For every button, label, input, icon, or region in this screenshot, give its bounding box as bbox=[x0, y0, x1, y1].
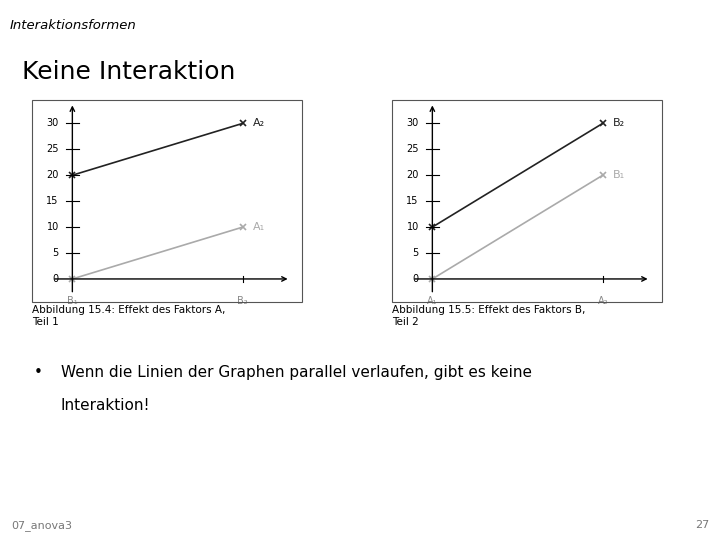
Text: A₁: A₁ bbox=[427, 295, 438, 306]
Text: B₁: B₁ bbox=[67, 295, 78, 306]
Text: Interaktionsformen: Interaktionsformen bbox=[9, 19, 136, 32]
Text: A₂: A₂ bbox=[253, 118, 265, 129]
Text: 25: 25 bbox=[406, 144, 419, 154]
Text: 15: 15 bbox=[46, 196, 59, 206]
Text: 20: 20 bbox=[46, 170, 59, 180]
Text: 5: 5 bbox=[53, 248, 59, 258]
Text: Wenn die Linien der Graphen parallel verlaufen, gibt es keine: Wenn die Linien der Graphen parallel ver… bbox=[61, 365, 532, 380]
Text: B₂: B₂ bbox=[613, 118, 625, 129]
Text: Abbildung 15.5: Effekt des Faktors B,
Teil 2: Abbildung 15.5: Effekt des Faktors B, Te… bbox=[392, 305, 586, 327]
Text: A₂: A₂ bbox=[598, 295, 608, 306]
Text: 07_anova3: 07_anova3 bbox=[11, 519, 72, 531]
Text: Interaktion!: Interaktion! bbox=[61, 399, 150, 413]
Text: •: • bbox=[34, 365, 42, 380]
Text: 5: 5 bbox=[413, 248, 419, 258]
Text: 15: 15 bbox=[406, 196, 419, 206]
Text: 25: 25 bbox=[46, 144, 59, 154]
Text: 30: 30 bbox=[407, 118, 419, 129]
Text: B₂: B₂ bbox=[238, 295, 248, 306]
Text: 20: 20 bbox=[406, 170, 419, 180]
Text: 0: 0 bbox=[53, 274, 59, 284]
Text: Keine Interaktion: Keine Interaktion bbox=[22, 59, 235, 84]
Text: 10: 10 bbox=[407, 222, 419, 232]
Text: 0: 0 bbox=[413, 274, 419, 284]
Text: Abbildung 15.4: Effekt des Faktors A,
Teil 1: Abbildung 15.4: Effekt des Faktors A, Te… bbox=[32, 305, 226, 327]
Text: B₁: B₁ bbox=[613, 170, 625, 180]
Text: A₁: A₁ bbox=[253, 222, 265, 232]
Text: 30: 30 bbox=[47, 118, 59, 129]
Text: 27: 27 bbox=[695, 520, 709, 530]
Text: 10: 10 bbox=[47, 222, 59, 232]
